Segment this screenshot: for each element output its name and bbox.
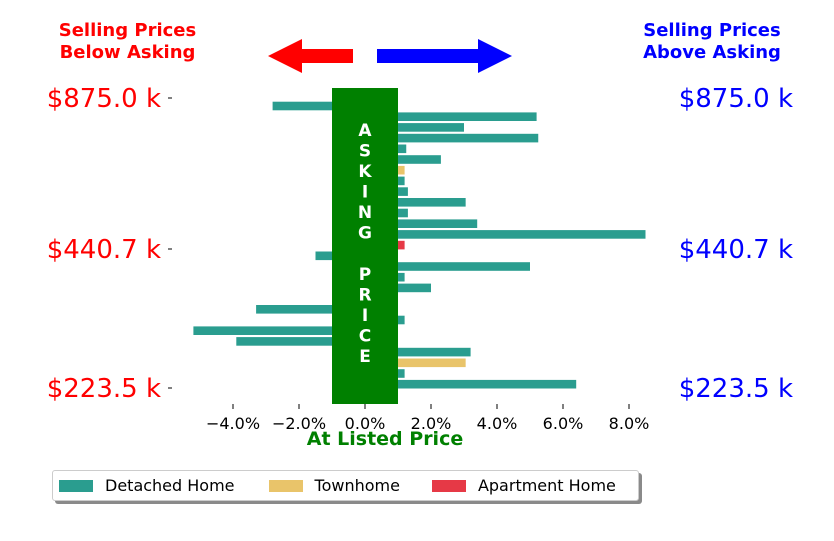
legend: Detached Home Townhome Apartment Home [52,470,639,501]
left-arrow-icon [268,39,353,73]
x-tick-label: 8.0% [609,414,650,433]
band-letter: P [359,265,371,285]
below-asking-title-line1: Selling Prices [58,20,197,41]
legend-item-apartment: Apartment Home [426,476,616,495]
bar-detached-home [193,326,365,335]
bar-detached-home [365,155,441,164]
x-tick-label: −4.0% [206,414,260,433]
bar-detached-home [256,305,365,314]
bar-detached-home [365,198,466,207]
x-axis: −4.0% −2.0% 0.0% 2.0% 4.0% 6.0% 8.0% At Listed … [206,404,649,450]
bar-detached-home [365,123,464,132]
bar-detached-home [365,347,471,357]
legend-label-detached: Detached Home [105,476,235,495]
band-letter: I [362,183,368,203]
above-asking-title-line1: Selling Prices [643,20,781,41]
x-tick-label: 0.0% [345,414,386,433]
asking-price-band [332,88,398,404]
legend-swatch-townhome [268,479,303,492]
bar-detached-home [365,379,577,389]
band-letter: K [358,162,372,182]
price-label-right: $223.5 k [679,374,793,404]
band-letter: R [358,286,371,306]
legend-swatch-apartment [431,479,466,492]
legend-label-apartment: Apartment Home [477,476,616,495]
price-labels: $875.0 k $440.7 k $223.5 k $875.0 k $440.7 k… [47,84,793,404]
x-axis-label: At Listed Price [307,428,463,450]
legend-item-detached: Detached Home [53,476,235,495]
price-label-left: $875.0 k [47,84,161,114]
band-letter: G [358,224,372,244]
bar-detached-home [365,230,646,239]
bar-detached-home [365,262,530,271]
bar-detached-home [272,101,365,111]
band-letter: N [358,203,372,223]
bar-detached-home [365,133,539,143]
below-asking-title-line2: Below Asking [59,42,196,63]
legend-swatch-detached [59,479,93,492]
bar-detached-home [365,219,478,228]
price-label-right: $440.7 k [679,235,793,265]
band-letter: A [358,121,372,141]
legend-label-townhome: Townhome [314,476,400,495]
band-letter: C [359,327,371,347]
band-letter: S [359,142,371,162]
price-label-right: $875.0 k [679,84,793,114]
band-letter: I [362,306,368,326]
bar-detached-home [236,337,365,346]
legend-item-townhome: Townhome [263,476,400,495]
price-label-left: $223.5 k [47,374,161,404]
x-tick-label: 4.0% [477,414,518,433]
below-asking-title: Selling Prices Below Asking [30,20,225,64]
bar-detached-home [365,112,537,121]
x-tick-label: −2.0% [272,414,326,433]
x-tick-label: 2.0% [411,414,452,433]
bars-layer [193,101,646,389]
above-asking-title: Selling Prices Above Asking [612,20,812,64]
bar-townhome [365,358,466,368]
band-letter: E [359,347,371,367]
price-label-left: $440.7 k [47,235,161,265]
right-arrow-icon [377,39,512,73]
above-asking-title-line2: Above Asking [643,42,781,63]
x-tick-label: 6.0% [543,414,584,433]
